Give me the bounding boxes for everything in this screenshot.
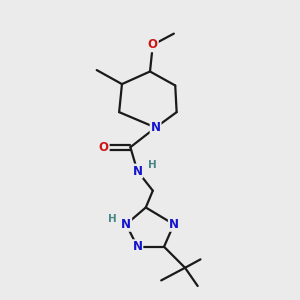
Text: H: H [108, 214, 116, 224]
Text: N: N [132, 240, 142, 253]
Text: N: N [132, 164, 142, 178]
Text: H: H [148, 160, 157, 170]
Text: O: O [148, 38, 158, 51]
Text: N: N [169, 218, 179, 231]
Text: O: O [99, 141, 109, 154]
Text: N: N [151, 121, 160, 134]
Text: N: N [121, 218, 131, 231]
